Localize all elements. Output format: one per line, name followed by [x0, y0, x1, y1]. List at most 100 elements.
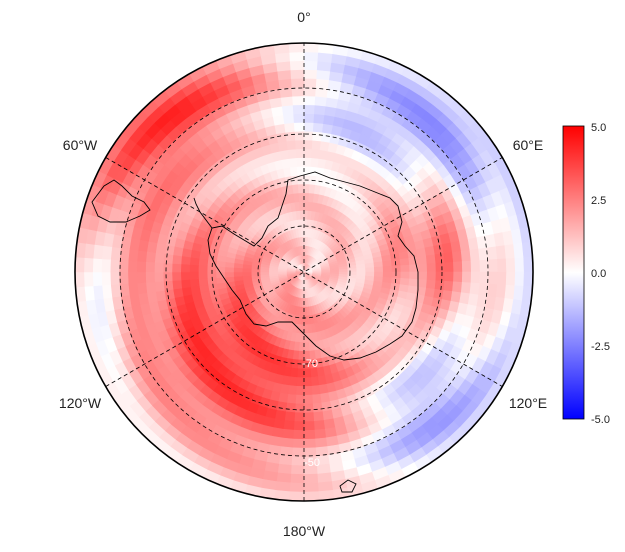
field-cell: [284, 411, 296, 422]
field-cell: [145, 261, 155, 273]
anomaly-field: [75, 43, 533, 501]
field-cell: [303, 473, 319, 484]
field-cell: [303, 421, 315, 431]
field-cell: [289, 51, 305, 62]
field-cell: [281, 428, 294, 440]
field-cell: [250, 271, 261, 276]
field-cell: [295, 385, 305, 396]
field-cell: [513, 242, 525, 259]
field-cell: [83, 257, 94, 273]
field-cell: [443, 252, 454, 264]
field-cell: [293, 192, 300, 203]
field-cell: [295, 139, 305, 150]
field-cell: [298, 192, 305, 203]
field-cell: [513, 285, 525, 302]
field-cell: [153, 261, 164, 273]
field-cell: [424, 245, 436, 257]
colorbar-gradient: [562, 125, 585, 420]
field-cell: [285, 131, 296, 142]
field-cell: [338, 268, 349, 273]
field-cell: [461, 271, 472, 284]
field-cell: [303, 139, 313, 150]
field-cell: [172, 287, 184, 299]
field-cell: [311, 393, 322, 405]
field-cell: [163, 253, 174, 264]
field-cell: [382, 265, 393, 273]
field-cell: [299, 201, 305, 211]
field-cell: [83, 271, 94, 287]
field-cell: [303, 482, 319, 493]
field-cell: [154, 252, 165, 264]
field-cell: [303, 438, 316, 449]
field-cell: [469, 248, 481, 262]
field-cell: [110, 283, 121, 298]
field-cell: [292, 438, 305, 449]
field-cell: [443, 280, 454, 292]
field-cell: [171, 271, 182, 281]
field-cell: [109, 258, 120, 273]
field-cell: [206, 271, 217, 279]
field-cell: [391, 265, 402, 273]
field-cell: [278, 78, 293, 89]
field-cell: [408, 256, 419, 266]
field-cell: [470, 260, 481, 273]
field-cell: [452, 281, 463, 294]
field-cell: [504, 284, 516, 300]
field-cell: [303, 43, 320, 53]
field-cell: [452, 250, 463, 263]
field-cell: [296, 165, 305, 176]
field-cell: [487, 283, 498, 298]
field-cell: [287, 148, 297, 159]
latitude-label-50: -50: [304, 457, 320, 469]
field-cell: [382, 271, 393, 279]
field-cell: [434, 253, 445, 264]
field-cell: [75, 271, 85, 288]
meridian-line: [105, 157, 503, 387]
field-cell: [294, 403, 305, 414]
field-cell: [296, 377, 305, 387]
field-cell: [303, 121, 315, 132]
field-cell: [453, 271, 463, 283]
map-boundary: [74, 42, 534, 502]
field-cell: [426, 271, 437, 281]
field-cell: [314, 428, 327, 440]
field-cell: [382, 260, 393, 268]
field-cell: [92, 257, 103, 273]
field-cell: [136, 260, 147, 273]
field-cell: [330, 269, 340, 273]
field-cell: [289, 166, 299, 177]
field-cell: [300, 227, 305, 238]
field-cell: [189, 264, 199, 273]
field-cell: [286, 139, 297, 151]
lon-label-120e: 120°E: [509, 395, 547, 411]
latitude-circle: [165, 133, 443, 411]
field-cell: [293, 121, 305, 132]
field-cell: [303, 95, 316, 106]
field-cell: [425, 279, 437, 290]
field-cell: [488, 271, 499, 286]
field-cell: [280, 437, 294, 449]
field-cell: [92, 271, 103, 287]
field-cell: [241, 271, 252, 277]
field-cell: [303, 315, 308, 326]
field-cell: [206, 265, 217, 273]
field-cell: [303, 51, 319, 62]
field-cell: [299, 209, 305, 220]
field-cell: [317, 375, 327, 386]
field-cell: [391, 271, 402, 279]
field-cell: [303, 77, 318, 88]
field-cell: [303, 394, 313, 405]
field-cell: [289, 473, 305, 484]
field-cell: [303, 377, 312, 387]
antarctica-coastline: [207, 171, 419, 361]
field-cell: [488, 258, 499, 273]
coastlines: [91, 171, 419, 493]
field-cell: [189, 271, 199, 280]
field-cell: [303, 148, 313, 159]
colorbar-tick-zero: 0.0: [591, 268, 606, 280]
field-cell: [311, 385, 321, 396]
field-cell: [180, 263, 191, 273]
field-cell: [289, 60, 305, 71]
field-cell: [180, 271, 191, 281]
field-cell: [279, 446, 293, 457]
